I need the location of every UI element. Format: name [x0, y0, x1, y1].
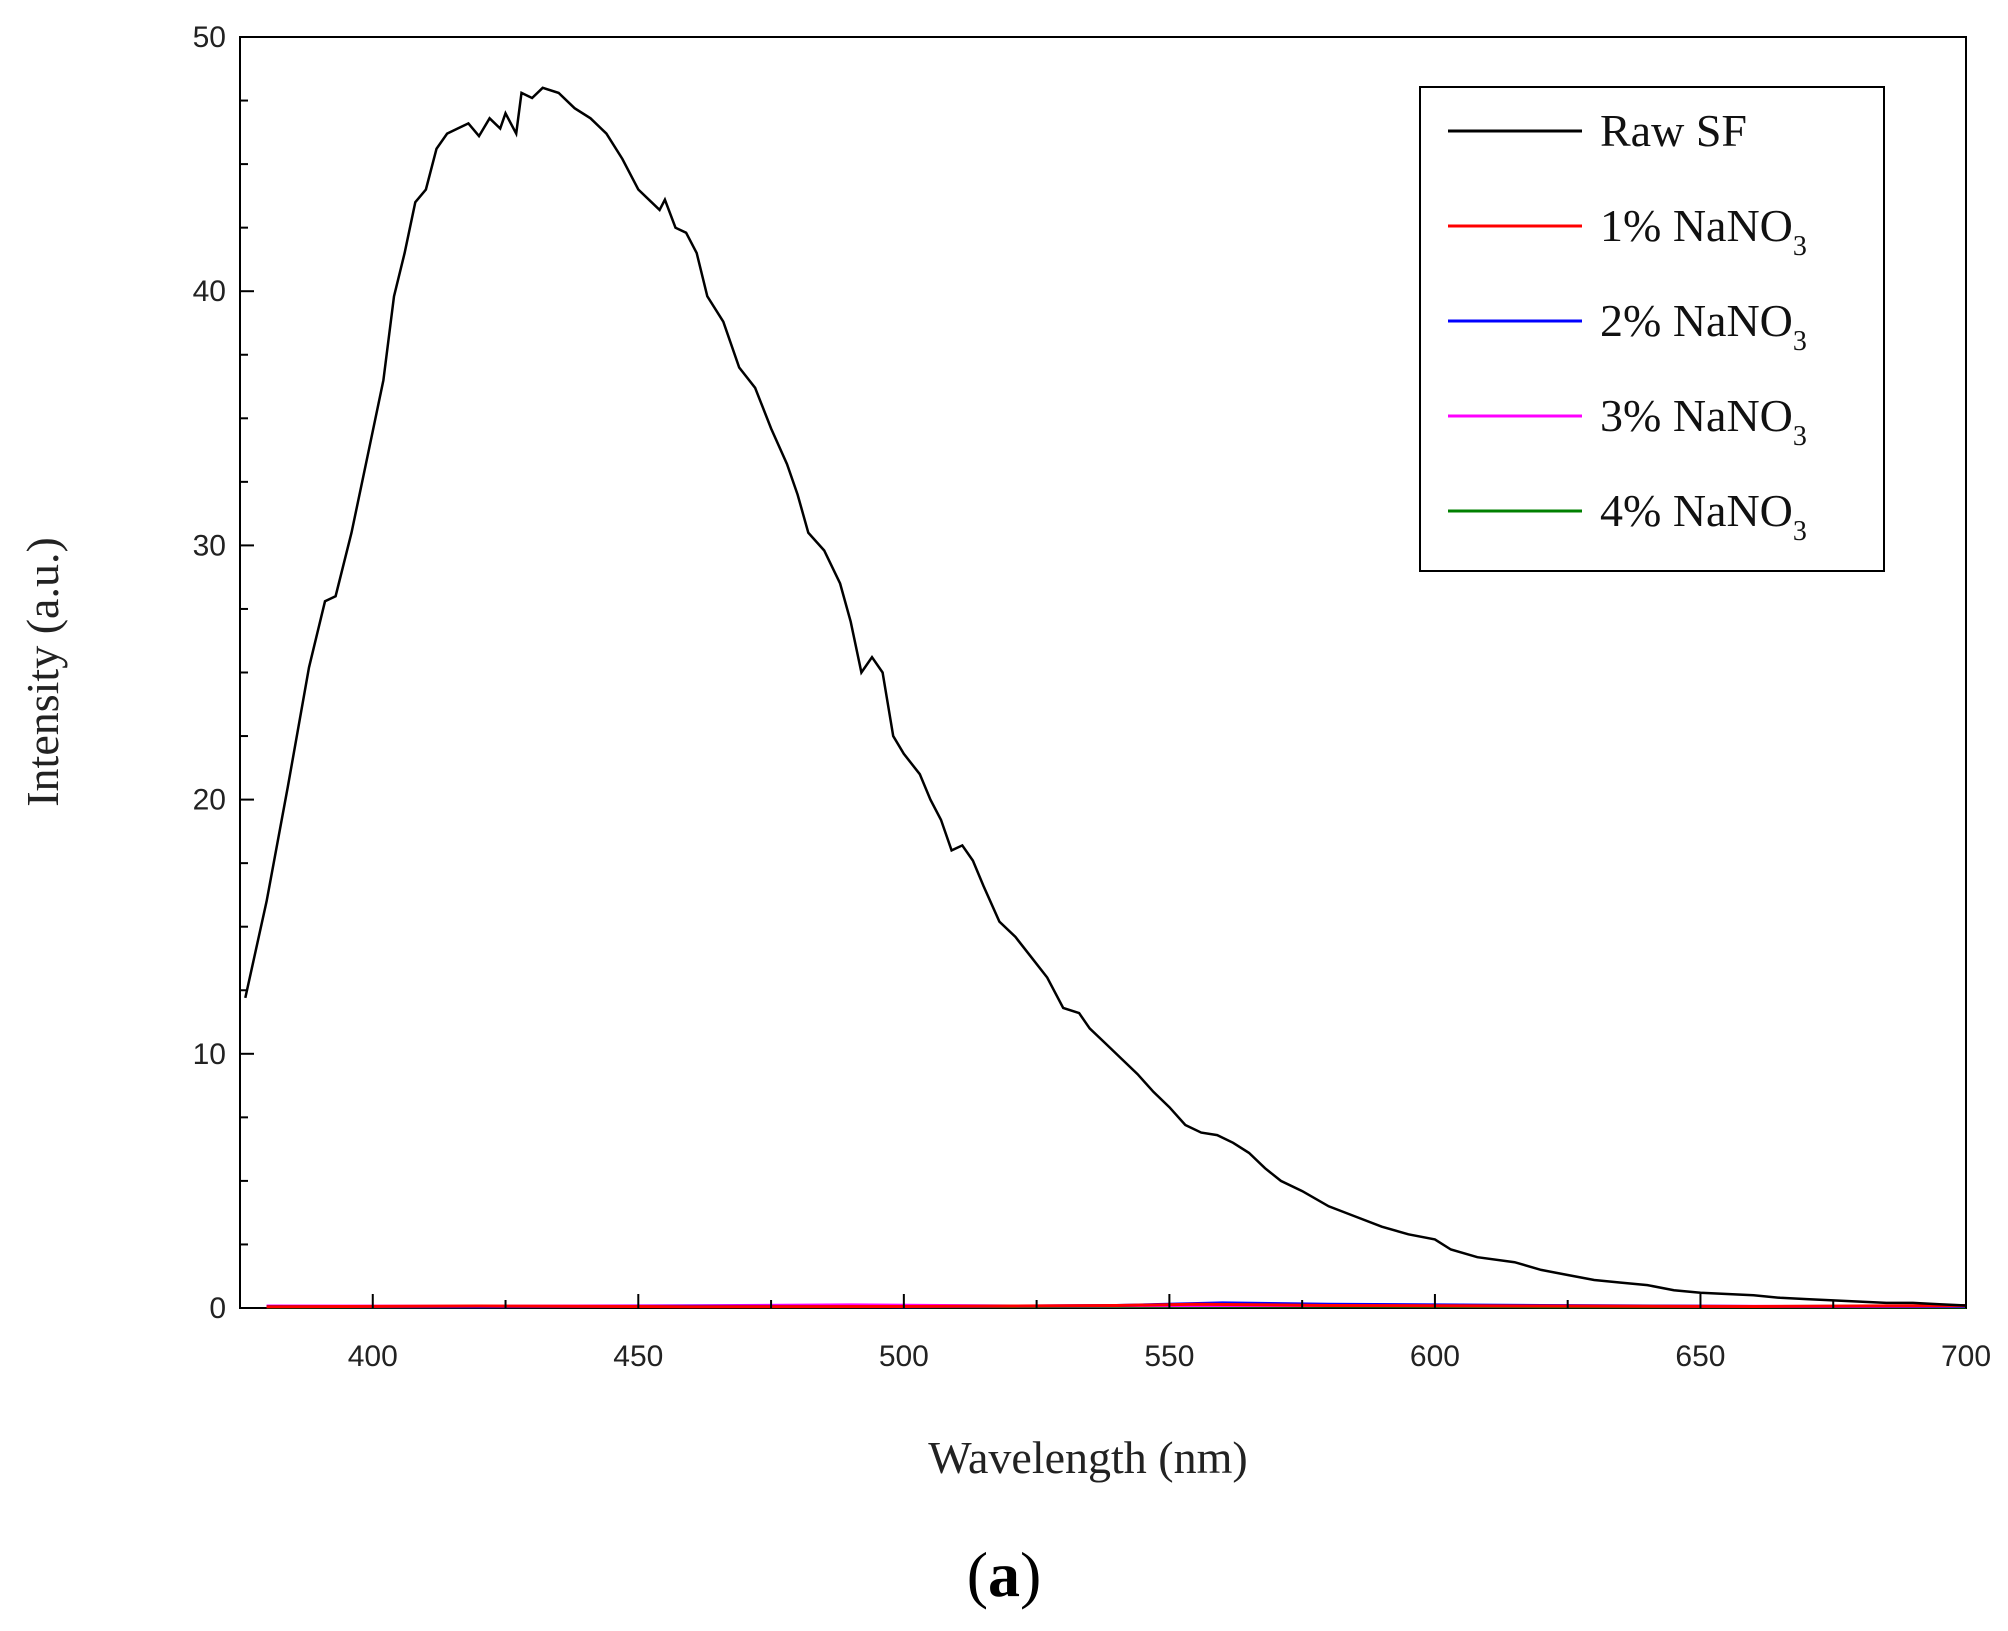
- panel-label-open: (: [967, 1539, 988, 1610]
- y-tick-label: 20: [193, 784, 226, 817]
- x-tick-label: 500: [879, 1340, 929, 1373]
- x-axis-title: Wavelength (nm): [928, 1432, 1247, 1483]
- legend-subscript: 3: [1793, 516, 1807, 547]
- legend-subscript: 3: [1793, 231, 1807, 262]
- panel-label: (a): [967, 1539, 1042, 1610]
- x-tick-label: 400: [348, 1340, 398, 1373]
- y-tick-label: 30: [193, 529, 226, 562]
- panel-label-close: ): [1020, 1539, 1041, 1610]
- y-axis-ticks: 0 10 20 30 40 50: [193, 21, 254, 1325]
- y-tick-label: 10: [193, 1038, 226, 1071]
- legend-label: Raw SF: [1600, 105, 1747, 156]
- legend-box: [1419, 86, 1885, 572]
- x-tick-label: 600: [1410, 1340, 1460, 1373]
- x-tick-label: 700: [1941, 1340, 1991, 1373]
- y-tick-label: 50: [193, 21, 226, 54]
- y-tick-label: 0: [209, 1292, 226, 1325]
- series-line-2: [266, 1302, 1967, 1309]
- panel-label-letter: a: [988, 1539, 1020, 1610]
- x-tick-label: 650: [1675, 1340, 1725, 1373]
- legend-subscript: 3: [1793, 421, 1807, 452]
- x-axis-ticks: 400 450 500 550 600 650 700: [239, 1294, 1991, 1373]
- series-line-1: [244, 86, 1967, 1307]
- y-axis-title: Intensity (a.u.): [17, 537, 68, 807]
- x-tick-label: 550: [1144, 1340, 1194, 1373]
- y-tick-label: 40: [193, 275, 226, 308]
- legend-subscript: 3: [1793, 326, 1807, 357]
- series-layer: [244, 86, 1967, 1309]
- x-tick-label: 450: [613, 1340, 663, 1373]
